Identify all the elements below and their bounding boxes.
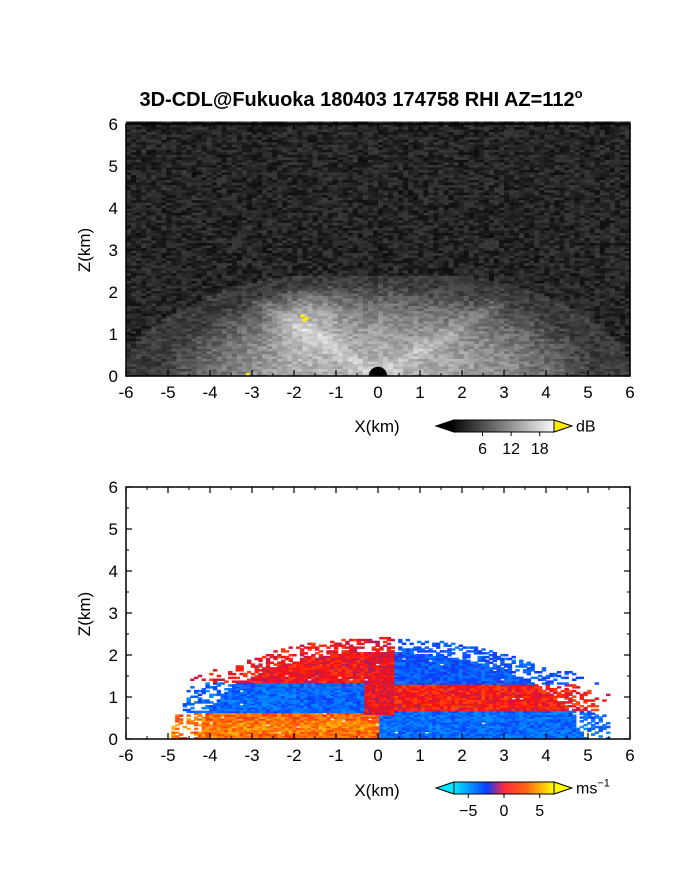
x-tick-label: 5 [583, 746, 592, 765]
colorbar-low-arrow [434, 419, 455, 433]
reflectivity-y-axis-label: Z(km) [75, 228, 94, 272]
x-tick-label: -2 [286, 746, 301, 765]
colorbar-tick-label: 12 [502, 441, 520, 458]
colorbar-low-arrow [434, 781, 455, 795]
reflectivity-x-axis-label: X(km) [354, 417, 399, 436]
y-tick-label: 0 [109, 367, 118, 386]
reflectivity-field [126, 121, 631, 377]
y-tick-label: 4 [109, 562, 118, 581]
x-tick-label: -4 [202, 746, 217, 765]
reflectivity-frame [125, 123, 631, 377]
colorbar-tick-label: 6 [478, 441, 487, 458]
x-tick-label: -5 [160, 383, 175, 402]
x-tick-label: -1 [328, 383, 343, 402]
y-tick-label: 1 [109, 325, 118, 344]
colorbar-unit: ms−1 [576, 778, 610, 798]
x-tick-label: 6 [625, 383, 634, 402]
x-tick-label: -2 [286, 383, 301, 402]
velocity-y-axis-label: Z(km) [75, 592, 94, 636]
x-tick-label: 0 [373, 383, 382, 402]
y-tick-label: 6 [109, 478, 118, 497]
colorbar-tick-label: 0 [500, 803, 509, 820]
colorbar-tick-label: 18 [531, 441, 549, 458]
y-tick-label: 3 [109, 604, 118, 623]
x-tick-label: 1 [415, 383, 424, 402]
velocity-y-tick-labels: 0 1 2 3 4 5 6 [109, 478, 118, 749]
x-tick-label: 0 [373, 746, 382, 765]
x-tick-label: -3 [244, 746, 259, 765]
x-tick-label: -1 [328, 746, 343, 765]
x-tick-label: -3 [244, 383, 259, 402]
velocity-x-tick-labels: -6 -5 -4 -3 -2 -1 0 1 2 3 4 5 6 [118, 746, 634, 765]
colorbar-tick-label: −5 [459, 803, 477, 820]
colorbar-high-arrow [553, 419, 574, 433]
y-tick-label: 6 [109, 115, 118, 134]
colorbar-unit: dB [576, 419, 596, 436]
y-tick-label: 5 [109, 157, 118, 176]
x-tick-label: -5 [160, 746, 175, 765]
x-tick-label: 3 [499, 746, 508, 765]
velocity-colorbar: −5 0 5 ms−1 [434, 778, 610, 820]
colorbar-high-arrow [553, 781, 574, 795]
x-tick-label: -4 [202, 383, 217, 402]
y-tick-label: 3 [109, 241, 118, 260]
colorbar-scale [453, 419, 555, 433]
y-tick-label: 4 [109, 199, 118, 218]
x-tick-label: 3 [499, 383, 508, 402]
x-tick-label: -6 [118, 383, 133, 402]
velocity-field [171, 636, 611, 740]
y-tick-label: 2 [109, 283, 118, 302]
x-tick-label: 2 [457, 383, 466, 402]
colorbar-tick-label: 5 [535, 803, 544, 820]
y-tick-label: 0 [109, 730, 118, 749]
velocity-x-axis-label: X(km) [354, 781, 399, 800]
x-tick-label: 4 [541, 383, 550, 402]
y-tick-label: 5 [109, 520, 118, 539]
velocity-frame [125, 486, 631, 740]
y-tick-label: 2 [109, 646, 118, 665]
y-tick-label: 1 [109, 688, 118, 707]
colorbar-scale [453, 781, 555, 795]
x-tick-label: 2 [457, 746, 466, 765]
reflectivity-y-tick-labels: 0 1 2 3 4 5 6 [109, 115, 118, 386]
x-tick-label: -6 [118, 746, 133, 765]
x-tick-label: 1 [415, 746, 424, 765]
x-tick-label: 6 [625, 746, 634, 765]
reflectivity-colorbar: 6 12 18 dB [434, 419, 596, 458]
x-tick-label: 5 [583, 383, 592, 402]
reflectivity-x-tick-labels: -6 -5 -4 -3 -2 -1 0 1 2 3 4 5 6 [118, 383, 634, 402]
figure-title: 3D-CDL@Fukuoka 180403 174758 RHI AZ=112o [139, 86, 582, 111]
x-tick-label: 4 [541, 746, 550, 765]
